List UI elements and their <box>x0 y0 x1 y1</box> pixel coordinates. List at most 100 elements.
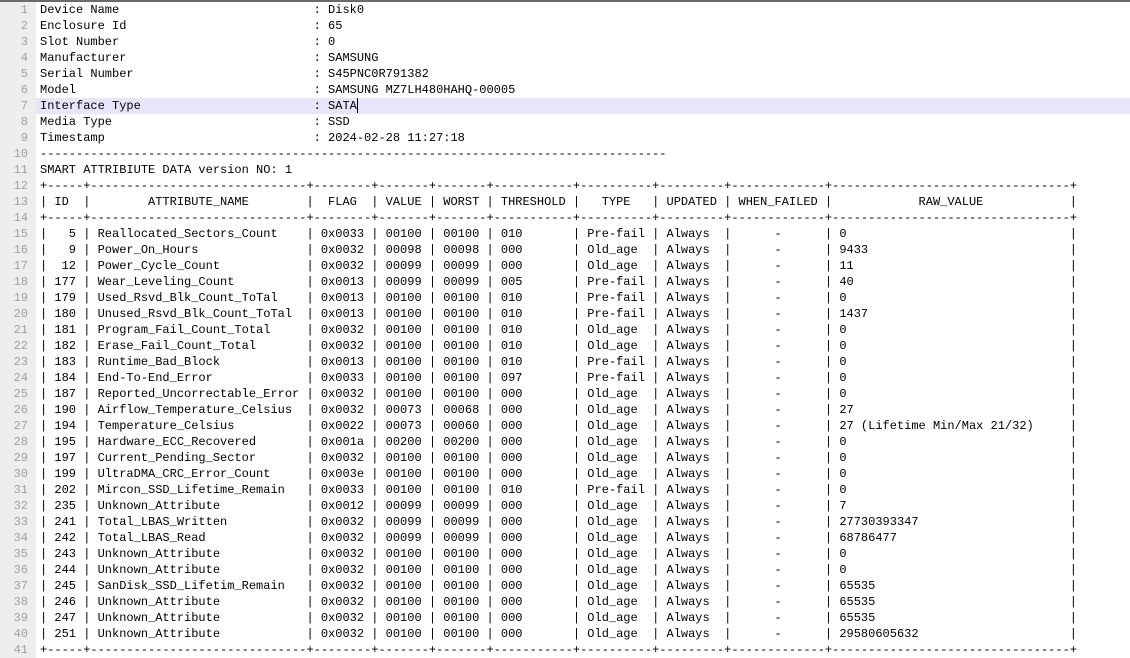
line-text[interactable]: | 5 | Reallocated_Sectors_Count | 0x0033… <box>40 227 1077 241</box>
line-number: 9 <box>0 130 36 146</box>
line-text[interactable]: | 190 | Airflow_Temperature_Celsius | 0x… <box>40 403 1077 417</box>
line-text[interactable]: +-----+------------------------------+--… <box>40 211 1077 225</box>
line-text[interactable]: | 195 | Hardware_ECC_Recovered | 0x001a … <box>40 435 1077 449</box>
line-number: 17 <box>0 258 36 274</box>
line-number: 23 <box>0 354 36 370</box>
editor-line[interactable]: 29 | 197 | Current_Pending_Sector | 0x003… <box>0 450 1130 466</box>
line-number: 30 <box>0 466 36 482</box>
editor-line[interactable]: 22 | 182 | Erase_Fail_Count_Total | 0x003… <box>0 338 1130 354</box>
editor-line[interactable]: 38 | 246 | Unknown_Attribute | 0x0032 | 0… <box>0 594 1130 610</box>
editor-line[interactable]: 17 | 12 | Power_Cycle_Count | 0x0032 | 00… <box>0 258 1130 274</box>
line-text[interactable]: | 251 | Unknown_Attribute | 0x0032 | 001… <box>40 627 1077 641</box>
editor-line[interactable]: 35 | 243 | Unknown_Attribute | 0x0032 | 0… <box>0 546 1130 562</box>
editor-line[interactable]: 4 Manufacturer : SAMSUNG <box>0 50 1130 66</box>
editor-line[interactable]: 5 Serial Number : S45PNC0R791382 <box>0 66 1130 82</box>
line-text[interactable]: Interface Type : SATA <box>36 98 1130 114</box>
editor-line[interactable]: 20 | 180 | Unused_Rsvd_Blk_Count_ToTal | … <box>0 306 1130 322</box>
editor-line[interactable]: 8 Media Type : SSD <box>0 114 1130 130</box>
line-text[interactable]: | 194 | Temperature_Celsius | 0x0022 | 0… <box>40 419 1077 433</box>
editor-line[interactable]: 27 | 194 | Temperature_Celsius | 0x0022 |… <box>0 418 1130 434</box>
line-text[interactable]: | 181 | Program_Fail_Count_Total | 0x003… <box>40 323 1077 337</box>
line-text[interactable]: Timestamp : 2024-02-28 11:27:18 <box>40 131 465 145</box>
editor-line[interactable]: 13 | ID | ATTRIBUTE_NAME | FLAG | VALUE |… <box>0 194 1130 210</box>
line-text[interactable]: | 182 | Erase_Fail_Count_Total | 0x0032 … <box>40 339 1077 353</box>
line-number: 7 <box>0 98 36 114</box>
line-text[interactable]: Device Name : Disk0 <box>40 3 365 17</box>
line-text[interactable]: | 242 | Total_LBAS_Read | 0x0032 | 00099… <box>40 531 1077 545</box>
editor-line[interactable]: 3 Slot Number : 0 <box>0 34 1130 50</box>
line-text[interactable]: | 177 | Wear_Leveling_Count | 0x0013 | 0… <box>40 275 1077 289</box>
editor-line[interactable]: 9 Timestamp : 2024-02-28 11:27:18 <box>0 130 1130 146</box>
line-text[interactable]: Model : SAMSUNG MZ7LH480HAHQ-00005 <box>40 83 516 97</box>
line-text[interactable]: | ID | ATTRIBUTE_NAME | FLAG | VALUE | W… <box>40 195 1077 209</box>
editor-line[interactable]: 16 | 9 | Power_On_Hours | 0x0032 | 00098 … <box>0 242 1130 258</box>
line-text[interactable]: | 244 | Unknown_Attribute | 0x0032 | 001… <box>40 563 1077 577</box>
editor-line[interactable]: 19 | 179 | Used_Rsvd_Blk_Count_ToTal | 0x… <box>0 290 1130 306</box>
line-number: 39 <box>0 610 36 626</box>
line-text[interactable]: | 245 | SanDisk_SSD_Lifetim_Remain | 0x0… <box>40 579 1077 593</box>
line-text[interactable]: Media Type : SSD <box>40 115 350 129</box>
line-number: 33 <box>0 514 36 530</box>
editor-line[interactable]: 25 | 187 | Reported_Uncorrectable_Error |… <box>0 386 1130 402</box>
line-text[interactable]: | 243 | Unknown_Attribute | 0x0032 | 001… <box>40 547 1077 561</box>
line-text[interactable]: | 187 | Reported_Uncorrectable_Error | 0… <box>40 387 1077 401</box>
editor-line[interactable]: 28 | 195 | Hardware_ECC_Recovered | 0x001… <box>0 434 1130 450</box>
editor-line[interactable]: 1 Device Name : Disk0 <box>0 2 1130 18</box>
editor-line[interactable]: 37 | 245 | SanDisk_SSD_Lifetim_Remain | 0… <box>0 578 1130 594</box>
line-text[interactable]: SMART ATTRIBIUTE DATA version NO: 1 <box>40 163 293 177</box>
editor-line[interactable]: 26 | 190 | Airflow_Temperature_Celsius | … <box>0 402 1130 418</box>
line-text[interactable]: | 12 | Power_Cycle_Count | 0x0032 | 0009… <box>40 259 1077 273</box>
editor-line[interactable]: 39 | 247 | Unknown_Attribute | 0x0032 | 0… <box>0 610 1130 626</box>
editor-line[interactable]: 33 | 241 | Total_LBAS_Written | 0x0032 | … <box>0 514 1130 530</box>
line-number: 38 <box>0 594 36 610</box>
line-number: 37 <box>0 578 36 594</box>
editor-line[interactable]: 23 | 183 | Runtime_Bad_Block | 0x0013 | 0… <box>0 354 1130 370</box>
line-text[interactable]: | 197 | Current_Pending_Sector | 0x0032 … <box>40 451 1077 465</box>
editor-line[interactable]: 31 | 202 | Mircon_SSD_Lifetime_Remain | 0… <box>0 482 1130 498</box>
line-text[interactable]: | 202 | Mircon_SSD_Lifetime_Remain | 0x0… <box>40 483 1077 497</box>
line-text[interactable]: Manufacturer : SAMSUNG <box>40 51 379 65</box>
editor-line[interactable]: 2 Enclosure Id : 65 <box>0 18 1130 34</box>
editor-line[interactable]: 18 | 177 | Wear_Leveling_Count | 0x0013 |… <box>0 274 1130 290</box>
line-text[interactable]: Enclosure Id : 65 <box>40 19 343 33</box>
editor-line[interactable]: 6 Model : SAMSUNG MZ7LH480HAHQ-00005 <box>0 82 1130 98</box>
editor-line-current[interactable]: 7 Interface Type : SATA <box>0 98 1130 114</box>
editor-line[interactable]: 30 | 199 | UltraDMA_CRC_Error_Count | 0x0… <box>0 466 1130 482</box>
line-text[interactable]: | 247 | Unknown_Attribute | 0x0032 | 001… <box>40 611 1077 625</box>
line-number: 14 <box>0 210 36 226</box>
line-text[interactable]: | 179 | Used_Rsvd_Blk_Count_ToTal | 0x00… <box>40 291 1077 305</box>
line-text[interactable]: Slot Number : 0 <box>40 35 336 49</box>
line-number: 19 <box>0 290 36 306</box>
line-text[interactable]: | 246 | Unknown_Attribute | 0x0032 | 001… <box>40 595 1077 609</box>
editor-line[interactable]: 40 | 251 | Unknown_Attribute | 0x0032 | 0… <box>0 626 1130 642</box>
editor-line[interactable]: 32 | 235 | Unknown_Attribute | 0x0012 | 0… <box>0 498 1130 514</box>
line-text[interactable]: | 9 | Power_On_Hours | 0x0032 | 00098 | … <box>40 243 1077 257</box>
text-cursor <box>356 98 358 113</box>
line-number: 34 <box>0 530 36 546</box>
editor-line[interactable]: 24 | 184 | End-To-End_Error | 0x0033 | 00… <box>0 370 1130 386</box>
editor-line[interactable]: 14 +-----+------------------------------+… <box>0 210 1130 226</box>
line-text[interactable]: +-----+------------------------------+--… <box>40 179 1077 193</box>
editor-line[interactable]: 41 +-----+------------------------------+… <box>0 642 1130 658</box>
line-text[interactable]: | 235 | Unknown_Attribute | 0x0012 | 000… <box>40 499 1077 513</box>
line-text[interactable]: | 184 | End-To-End_Error | 0x0033 | 0010… <box>40 371 1077 385</box>
editor-line[interactable]: 10 --------------------------------------… <box>0 146 1130 162</box>
editor-line[interactable]: 11 SMART ATTRIBIUTE DATA version NO: 1 <box>0 162 1130 178</box>
line-number: 22 <box>0 338 36 354</box>
line-text[interactable]: | 199 | UltraDMA_CRC_Error_Count | 0x003… <box>40 467 1077 481</box>
line-number: 11 <box>0 162 36 178</box>
line-number: 27 <box>0 418 36 434</box>
line-text[interactable]: | 241 | Total_LBAS_Written | 0x0032 | 00… <box>40 515 1077 529</box>
line-number: 41 <box>0 642 36 658</box>
editor-line[interactable]: 12 +-----+------------------------------+… <box>0 178 1130 194</box>
line-text[interactable]: Serial Number : S45PNC0R791382 <box>40 67 429 81</box>
line-text[interactable]: ----------------------------------------… <box>40 147 667 161</box>
editor-line[interactable]: 34 | 242 | Total_LBAS_Read | 0x0032 | 000… <box>0 530 1130 546</box>
line-text[interactable]: +-----+------------------------------+--… <box>40 643 1077 657</box>
editor-line[interactable]: 21 | 181 | Program_Fail_Count_Total | 0x0… <box>0 322 1130 338</box>
editor-line[interactable]: 15 | 5 | Reallocated_Sectors_Count | 0x00… <box>0 226 1130 242</box>
editor-line[interactable]: 36 | 244 | Unknown_Attribute | 0x0032 | 0… <box>0 562 1130 578</box>
line-text[interactable]: | 183 | Runtime_Bad_Block | 0x0013 | 001… <box>40 355 1077 369</box>
line-text[interactable]: | 180 | Unused_Rsvd_Blk_Count_ToTal | 0x… <box>40 307 1077 321</box>
